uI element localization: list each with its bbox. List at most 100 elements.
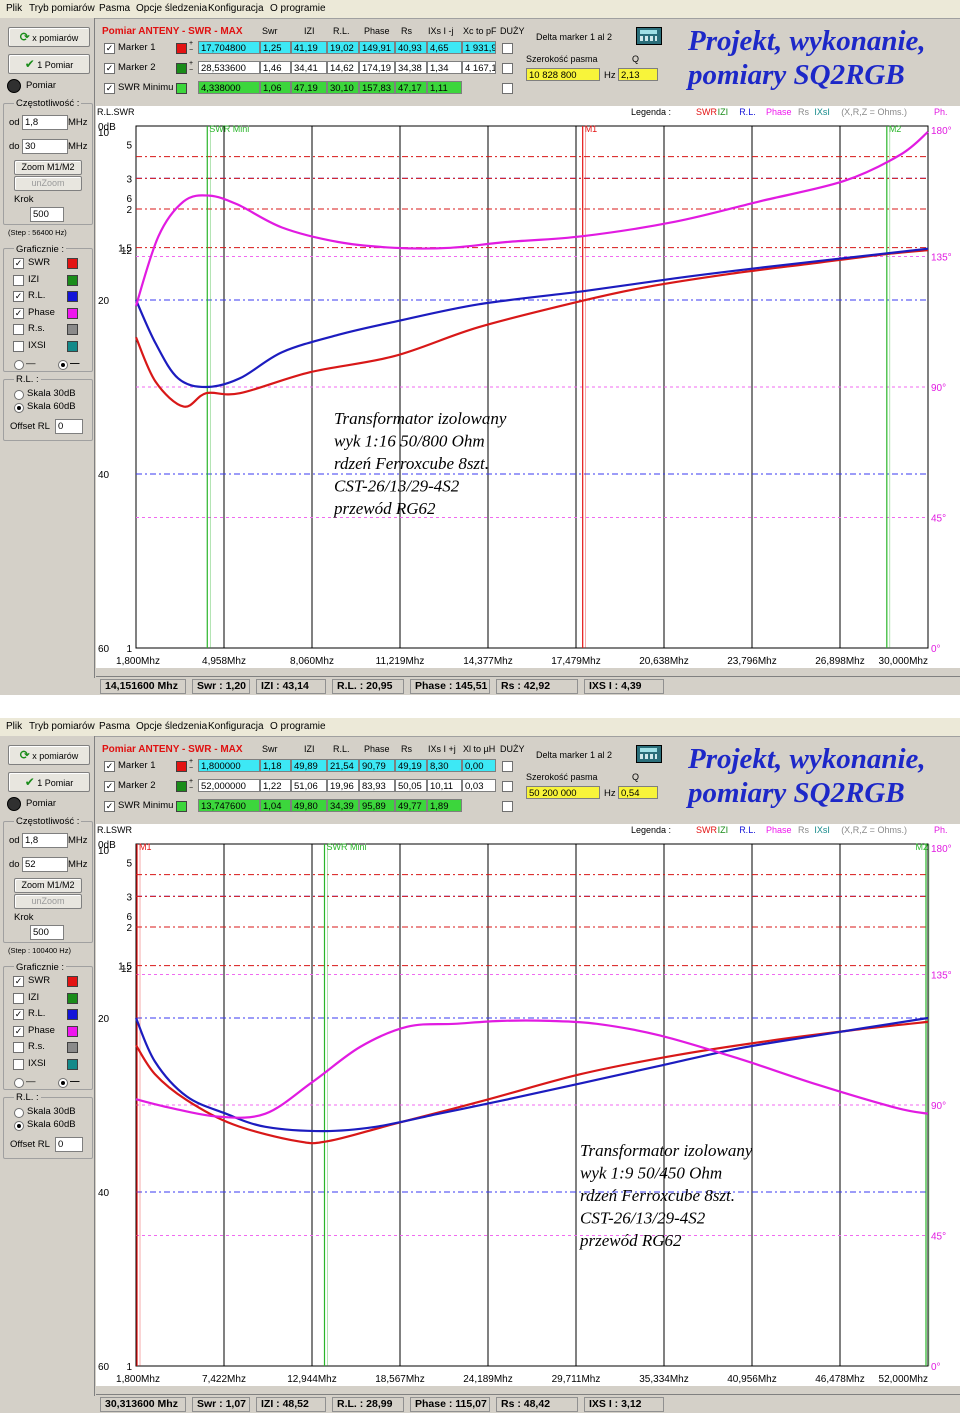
graph-checkbox-3[interactable]: ✓ <box>13 307 24 319</box>
graph-checkbox-0[interactable]: ✓ <box>13 976 24 987</box>
offset-rl-input[interactable]: 0 <box>55 1137 83 1152</box>
column-header-2: R.L. <box>333 744 350 754</box>
to-frequency-input[interactable]: 52 <box>22 857 68 872</box>
from-frequency-input[interactable]: 1,8 <box>22 833 68 848</box>
marker-row-big-checkbox-2[interactable] <box>502 83 513 94</box>
graph-color-swatch-0[interactable] <box>67 976 78 987</box>
marker-row-checkbox-1[interactable]: ✓ <box>104 781 115 792</box>
marker-row-checkbox-0[interactable]: ✓ <box>104 761 115 772</box>
menu-configuration[interactable]: Konfiguracja <box>208 721 264 732</box>
marker-row-checkbox-1[interactable]: ✓ <box>104 63 115 74</box>
marker-row-big-checkbox-1[interactable] <box>502 781 513 792</box>
phase-tick-label: 0° <box>931 644 941 655</box>
scale-60db-radio[interactable] <box>14 403 24 413</box>
unzoom-button[interactable]: unZoom <box>14 176 82 191</box>
marker-row-frequency-1[interactable]: 28,533600 <box>198 61 260 74</box>
graph-checkbox-2[interactable]: ✓ <box>13 1009 24 1020</box>
graph-checkbox-5[interactable] <box>13 1058 24 1070</box>
marker-row-spin-icon-1[interactable]: + − <box>189 60 194 74</box>
to-frequency-input[interactable]: 30 <box>22 139 68 154</box>
graph-color-swatch-3[interactable] <box>67 1025 78 1037</box>
graph-color-swatch-3[interactable] <box>67 307 78 319</box>
menu-tracking-options[interactable]: Opcje śledzenia <box>136 3 208 14</box>
menu-bands[interactable]: Pasma <box>99 3 131 14</box>
scale-30db-radio[interactable] <box>14 1108 24 1118</box>
plot-area[interactable]: 0dB 10 20 40 60 6 12 5 3 2 1.5 1 R.LSWR 180° 135° 90° 45… <box>96 824 960 1386</box>
marker-row-frequency-0[interactable]: 17,704800 <box>198 41 260 54</box>
swr-tick-label: 6 <box>126 912 132 923</box>
single-measure-button[interactable]: ✔ 1 Pomiar <box>8 772 90 792</box>
line-style-thick-radio[interactable] <box>58 1078 68 1088</box>
multi-measure-button[interactable]: ⟳ x pomiarów <box>8 27 90 47</box>
measure-title-main: Pomiar ANTENY - SWR <box>102 744 212 755</box>
graph-color-swatch-2[interactable] <box>67 1009 78 1020</box>
scale-60db-radio[interactable] <box>14 1121 24 1131</box>
line-thick-icon: — <box>70 1076 80 1087</box>
step-input[interactable]: 500 <box>30 207 64 222</box>
graph-color-swatch-1[interactable] <box>67 274 78 286</box>
brand-line-1: Projekt, wykonanie, <box>688 743 926 775</box>
annotation-line: CST-26/13/29-4S2 <box>580 1209 706 1228</box>
menu-measure-mode[interactable]: Tryb pomiarów <box>29 721 95 732</box>
rl-tick-label: 60 <box>98 1362 110 1373</box>
menu-bands[interactable]: Pasma <box>99 721 131 732</box>
graph-checkbox-1[interactable] <box>13 274 24 286</box>
menu-about[interactable]: O programie <box>270 3 326 14</box>
frequency-group-title: Częstotliwość : <box>14 98 82 109</box>
graph-checkbox-2[interactable]: ✓ <box>13 291 24 302</box>
swr-tick-label: 12 <box>121 964 133 975</box>
single-measure-button[interactable]: ✔ 1 Pomiar <box>8 54 90 74</box>
marker-row-frequency-0[interactable]: 1,800000 <box>198 759 260 772</box>
graph-checkbox-1[interactable] <box>13 992 24 1004</box>
graph-checkbox-5[interactable] <box>13 340 24 352</box>
marker-row-checkbox-0[interactable]: ✓ <box>104 43 115 54</box>
offset-rl-input[interactable]: 0 <box>55 419 83 434</box>
marker-row-value-2-5: 1,89 <box>427 799 462 812</box>
from-frequency-input[interactable]: 1,8 <box>22 115 68 130</box>
line-style-thin-radio[interactable] <box>14 360 24 370</box>
graph-color-swatch-4[interactable] <box>67 1042 78 1053</box>
calculator-icon[interactable] <box>636 745 662 763</box>
graph-checkbox-4[interactable] <box>13 1042 24 1053</box>
marker-row-big-checkbox-2[interactable] <box>502 801 513 812</box>
marker-row-spin-icon-1[interactable]: + − <box>189 778 194 792</box>
zoom-markers-button[interactable]: Zoom M1/M2 <box>14 160 82 175</box>
marker-row-spin-icon-0[interactable]: + − <box>189 40 194 54</box>
line-style-thick-radio[interactable] <box>58 360 68 370</box>
unzoom-button[interactable]: unZoom <box>14 894 82 909</box>
graph-color-swatch-0[interactable] <box>67 258 78 269</box>
graph-checkbox-0[interactable]: ✓ <box>13 258 24 269</box>
zoom-markers-button[interactable]: Zoom M1/M2 <box>14 878 82 893</box>
marker-row-big-checkbox-1[interactable] <box>502 63 513 74</box>
line-style-thin-radio[interactable] <box>14 1078 24 1088</box>
graph-checkbox-3[interactable]: ✓ <box>13 1025 24 1037</box>
menu-about[interactable]: O programie <box>270 721 326 732</box>
brand-line-2: pomiary SQ2RGB <box>688 777 905 809</box>
graph-color-swatch-2[interactable] <box>67 291 78 302</box>
scale-30db-radio[interactable] <box>14 390 24 400</box>
plot-area[interactable]: 0dB 10 20 40 60 6 12 5 3 2 1.5 1 R.L.SWR 180° 135° 90° 4… <box>96 106 960 668</box>
swr-tick-label: 1 <box>126 644 132 655</box>
menu-file[interactable]: Plik <box>6 3 23 14</box>
marker-row-frequency-1[interactable]: 52,000000 <box>198 779 260 792</box>
menu-tracking-options[interactable]: Opcje śledzenia <box>136 721 208 732</box>
calculator-icon[interactable] <box>636 27 662 45</box>
annotation-line: wyk 1:16 50/800 Ohm <box>334 432 485 451</box>
graph-checkbox-4[interactable] <box>13 324 24 335</box>
menu-measure-mode[interactable]: Tryb pomiarów <box>29 3 95 14</box>
graph-color-swatch-1[interactable] <box>67 992 78 1004</box>
marker-row-checkbox-2[interactable]: ✓ <box>104 83 115 94</box>
graph-color-swatch-5[interactable] <box>67 1058 78 1070</box>
menu-file[interactable]: Plik <box>6 721 23 732</box>
graph-color-swatch-5[interactable] <box>67 340 78 352</box>
to-unit: MHz <box>68 859 88 870</box>
graph-color-swatch-4[interactable] <box>67 324 78 335</box>
step-input[interactable]: 500 <box>30 925 64 940</box>
marker-row-big-checkbox-0[interactable] <box>502 43 513 54</box>
menu-configuration[interactable]: Konfiguracja <box>208 3 264 14</box>
marker-row-checkbox-2[interactable]: ✓ <box>104 801 115 812</box>
marker-row-spin-icon-0[interactable]: + − <box>189 758 194 772</box>
marker-row-big-checkbox-0[interactable] <box>502 761 513 772</box>
graph-label-1: IZI <box>28 991 40 1003</box>
multi-measure-button[interactable]: ⟳ x pomiarów <box>8 745 90 765</box>
